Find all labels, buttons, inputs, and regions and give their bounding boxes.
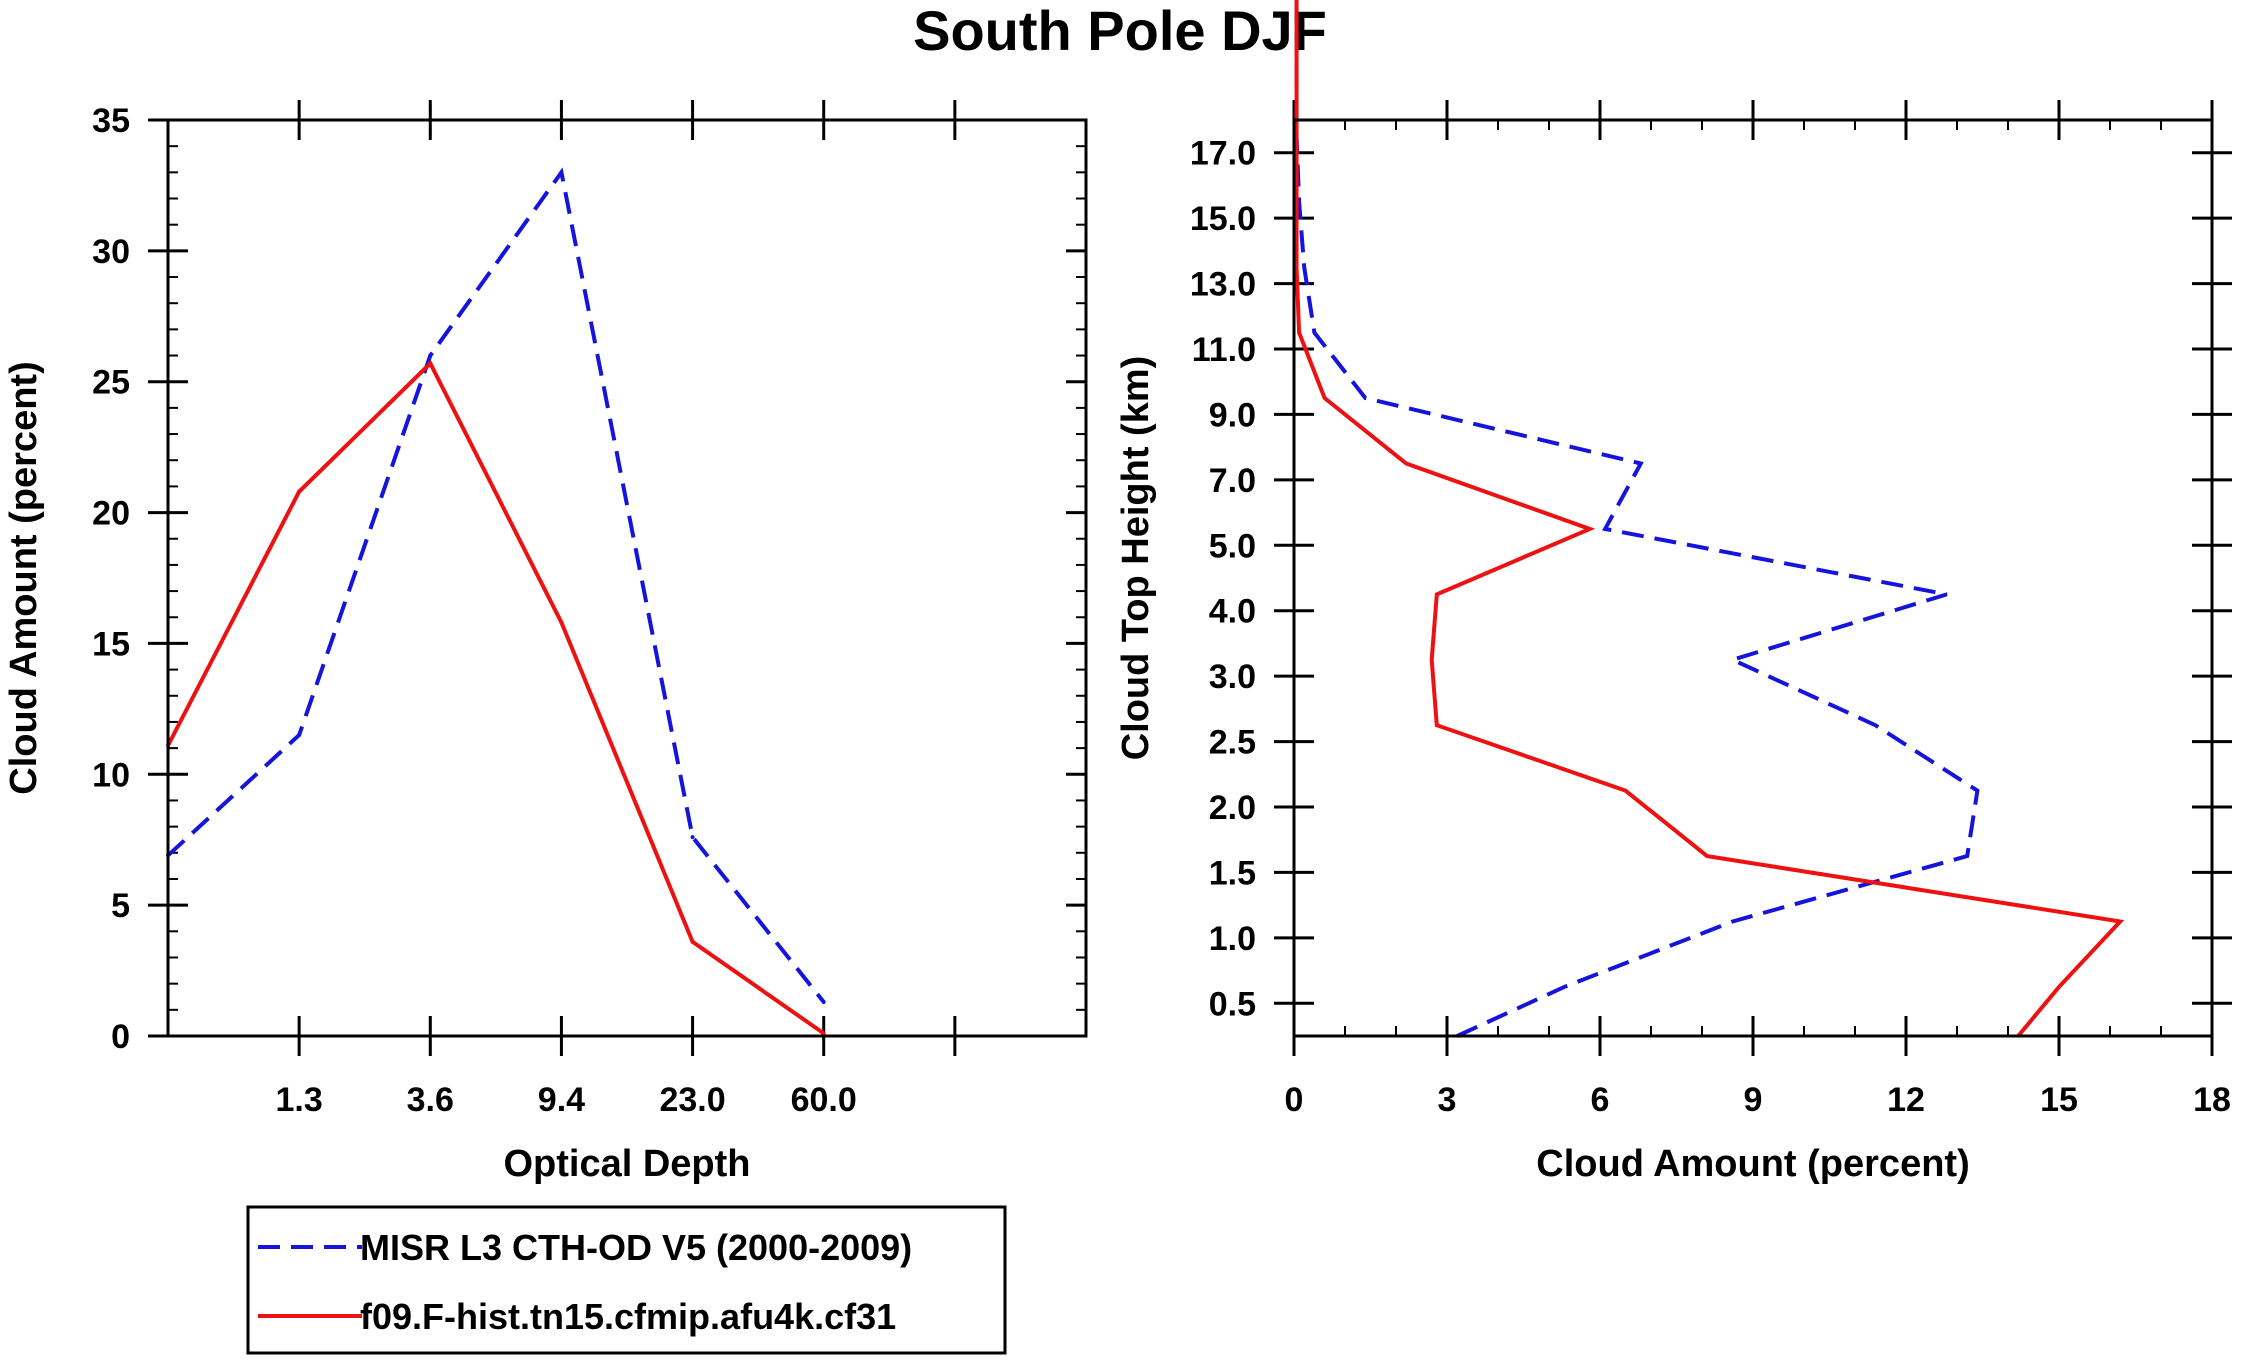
left-x-tick-label: 9.4 (538, 1081, 585, 1119)
left-y-tick-label: 35 (92, 102, 130, 140)
right-y-axis-label: Cloud Top Height (km) (1115, 356, 1157, 761)
left-model-point (821, 1031, 826, 1036)
left-y-axis-label: Cloud Amount (percent) (3, 361, 45, 794)
right-x-axis-label: Cloud Amount (percent) (1536, 1143, 1969, 1185)
right-y-tick-label: 7.0 (1209, 462, 1256, 500)
right-x-tick-label: 6 (1591, 1081, 1610, 1119)
right-plot-frame (1292, 118, 2214, 1038)
left-series-model-line (166, 360, 825, 1036)
right-y-tick-label: 11.0 (1192, 331, 1256, 369)
right-x-tick-label: 12 (1887, 1081, 1925, 1119)
right-series-obs-line (1294, 0, 1980, 1038)
right-y-tick-label: 13.0 (1190, 266, 1256, 304)
left-tick-labels: 0 5 10 15 20 25 30 35 1.3 3.6 9.4 23.0 60.0 (92, 102, 857, 1119)
left-y-tick-label: 5 (111, 887, 130, 925)
legend: MISR L3 CTH-OD V5 (2000-2009) f09.F-hist… (246, 1205, 1007, 1355)
left-obs-point (690, 835, 695, 840)
right-y-tick-label: 2.5 (1209, 724, 1256, 762)
left-y-tick-label: 25 (92, 364, 130, 402)
right-y-tick-label: 0.5 (1209, 985, 1256, 1023)
right-y-tick-label: 1.0 (1209, 920, 1256, 958)
right-y-tick-label: 3.0 (1209, 658, 1256, 696)
legend-label-model: f09.F-hist.tn15.cfmip.afu4k.cf31 (360, 1296, 896, 1337)
right-x-tick-label: 3 (1438, 1081, 1457, 1119)
right-y-tick-label: 15.0 (1190, 200, 1256, 238)
left-y-tick-label: 15 (92, 625, 130, 663)
right-y-tick-label: 5.0 (1209, 527, 1256, 565)
left-y-tick-label: 0 (111, 1018, 130, 1056)
right-x-tick-label: 18 (2193, 1081, 2231, 1119)
right-x-tick-label: 15 (2040, 1081, 2078, 1119)
left-y-tick-label: 10 (92, 756, 130, 794)
right-y-tick-label: 9.0 (1209, 396, 1256, 434)
left-model-point (428, 361, 433, 366)
left-obs-point (559, 170, 564, 175)
right-x-tick-label: 9 (1744, 1081, 1763, 1119)
left-y-tick-label: 30 (92, 233, 130, 271)
left-obs-point (428, 353, 433, 358)
legend-label-obs: MISR L3 CTH-OD V5 (2000-2009) (360, 1227, 912, 1268)
right-chart: 0.5 1.0 1.5 2.0 2.5 3.0 4.0 5.0 7.0 9.0 11.0 13.0 15… (1115, 0, 2232, 1185)
left-series-obs-line (166, 167, 826, 1004)
left-x-axis-label: Optical Depth (503, 1143, 750, 1185)
left-obs-point (821, 999, 826, 1004)
left-x-tick-label: 60.0 (791, 1081, 857, 1119)
left-obs-point (297, 733, 302, 738)
left-chart: 0 5 10 15 20 25 30 35 1.3 3.6 9.4 23.0 60.0 Optical … (3, 100, 1088, 1185)
left-x-tick-label: 1.3 (276, 1081, 323, 1119)
right-y-tick-label: 17.0 (1190, 135, 1256, 173)
right-y-tick-label: 2.0 (1209, 789, 1256, 827)
legend-box (246, 1205, 1007, 1355)
figure-title: South Pole DJF (913, 0, 1327, 62)
left-model-point (559, 620, 564, 625)
left-ticks (148, 100, 1086, 1056)
left-y-tick-label: 20 (92, 495, 130, 533)
left-plot-frame (166, 118, 1088, 1038)
right-series-model-line (1294, 0, 2125, 1038)
left-x-tick-label: 3.6 (407, 1081, 454, 1119)
right-y-tick-label: 1.5 (1209, 854, 1256, 892)
right-series (1294, 0, 2125, 1038)
right-x-tick-label: 0 (1285, 1081, 1304, 1119)
right-tick-labels: 0.5 1.0 1.5 2.0 2.5 3.0 4.0 5.0 7.0 9.0 11.0 13.0 15… (1190, 135, 2231, 1119)
left-series (166, 167, 826, 1036)
right-ticks (1274, 100, 2232, 1056)
left-model-point (297, 489, 302, 494)
left-x-tick-label: 23.0 (659, 1081, 725, 1119)
left-model-point (690, 939, 695, 944)
right-y-tick-label: 4.0 (1209, 593, 1256, 631)
